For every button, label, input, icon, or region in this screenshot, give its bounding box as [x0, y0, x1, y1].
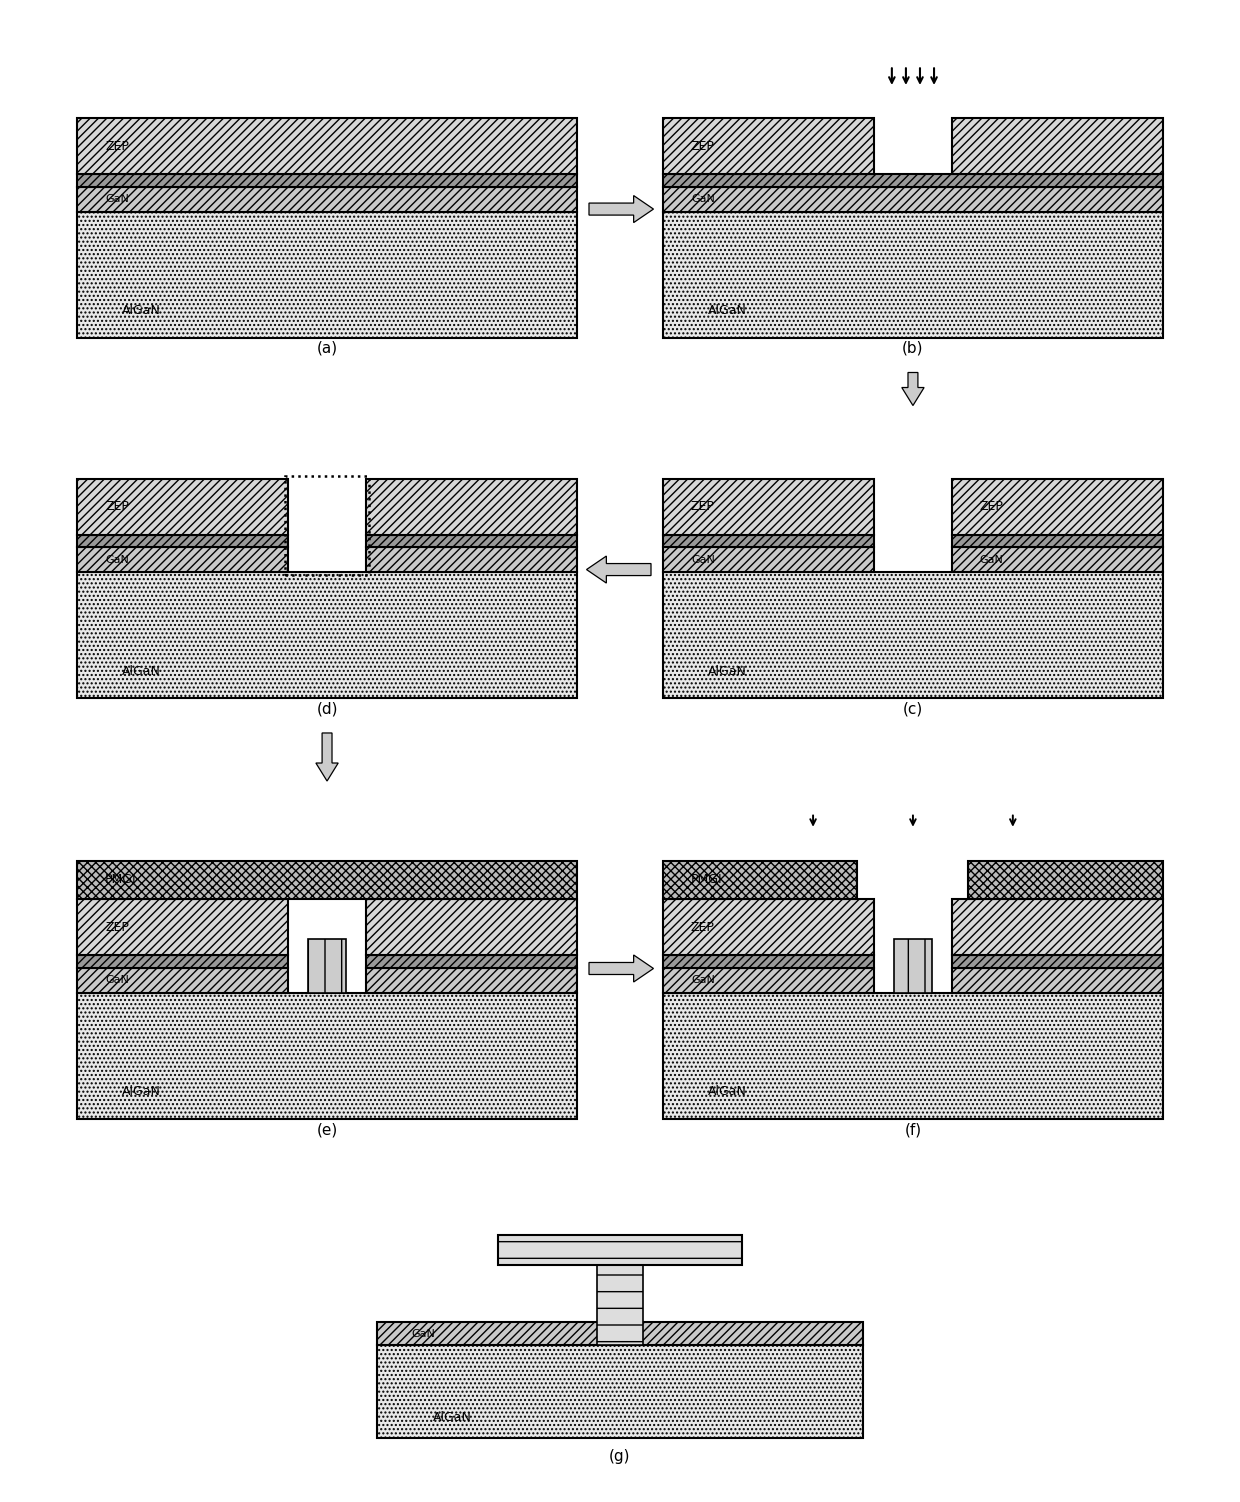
Text: ZEP: ZEP: [105, 921, 129, 934]
Bar: [366, 900, 577, 955]
Bar: [663, 900, 874, 955]
Bar: [598, 1265, 642, 1346]
Bar: [663, 861, 857, 900]
Bar: [366, 535, 577, 547]
Text: GaN: GaN: [412, 1329, 435, 1338]
Bar: [498, 1235, 742, 1265]
Bar: [77, 969, 288, 993]
Bar: [285, 476, 368, 574]
Text: PMGI: PMGI: [691, 874, 723, 886]
Text: AlGaN: AlGaN: [122, 1086, 161, 1098]
Bar: [77, 186, 577, 212]
Bar: [663, 479, 874, 535]
Text: GaN: GaN: [691, 975, 715, 985]
FancyArrow shape: [901, 372, 924, 406]
Text: (a): (a): [316, 341, 337, 356]
FancyArrow shape: [316, 733, 339, 781]
Bar: [663, 572, 1163, 698]
Text: AlGaN: AlGaN: [122, 665, 161, 677]
Bar: [952, 119, 1163, 174]
Bar: [77, 993, 577, 1119]
Bar: [77, 955, 288, 967]
Bar: [952, 535, 1163, 547]
Bar: [952, 900, 1163, 955]
Bar: [663, 535, 874, 547]
Bar: [663, 174, 1163, 186]
Text: ZEP: ZEP: [105, 500, 129, 514]
Text: AlGaN: AlGaN: [433, 1410, 471, 1424]
Bar: [952, 969, 1163, 993]
Text: GaN: GaN: [691, 194, 715, 204]
Text: (e): (e): [316, 1122, 337, 1137]
Text: AlGaN: AlGaN: [708, 305, 746, 317]
Text: GaN: GaN: [105, 554, 129, 565]
Text: AlGaN: AlGaN: [708, 665, 746, 677]
Text: (b): (b): [903, 341, 924, 356]
FancyArrow shape: [589, 955, 653, 982]
Text: (d): (d): [316, 701, 337, 716]
Bar: [663, 955, 874, 967]
Text: GaN: GaN: [105, 194, 129, 204]
Bar: [77, 547, 288, 572]
Text: (g): (g): [609, 1448, 631, 1463]
Text: ZEP: ZEP: [980, 500, 1003, 514]
Bar: [377, 1322, 863, 1346]
Bar: [968, 861, 1163, 900]
Bar: [952, 955, 1163, 967]
Bar: [894, 939, 932, 993]
Bar: [77, 535, 288, 547]
Bar: [952, 479, 1163, 535]
Bar: [77, 479, 288, 535]
Bar: [77, 119, 577, 174]
Bar: [366, 479, 577, 535]
Bar: [663, 969, 874, 993]
Bar: [308, 939, 346, 993]
Bar: [663, 119, 874, 174]
Text: AlGaN: AlGaN: [122, 305, 161, 317]
Bar: [77, 174, 577, 186]
Bar: [77, 900, 288, 955]
Text: GaN: GaN: [691, 554, 715, 565]
Text: (f): (f): [904, 1122, 921, 1137]
Bar: [952, 547, 1163, 572]
Bar: [366, 547, 577, 572]
Text: (c): (c): [903, 701, 923, 716]
Bar: [663, 186, 1163, 212]
Text: ZEP: ZEP: [691, 921, 715, 934]
Text: GaN: GaN: [105, 975, 129, 985]
Bar: [77, 861, 577, 900]
Text: PMGI: PMGI: [105, 874, 136, 886]
Bar: [663, 212, 1163, 338]
Bar: [366, 955, 577, 967]
FancyArrow shape: [587, 556, 651, 583]
Text: GaN: GaN: [980, 554, 1003, 565]
Bar: [77, 572, 577, 698]
Bar: [377, 1346, 863, 1439]
Bar: [663, 547, 874, 572]
Text: AlGaN: AlGaN: [708, 1086, 746, 1098]
Text: ZEP: ZEP: [105, 140, 129, 153]
FancyArrow shape: [589, 195, 653, 222]
Text: ZEP: ZEP: [691, 500, 715, 514]
Bar: [366, 969, 577, 993]
Bar: [663, 993, 1163, 1119]
Bar: [77, 212, 577, 338]
Text: ZEP: ZEP: [691, 140, 715, 153]
